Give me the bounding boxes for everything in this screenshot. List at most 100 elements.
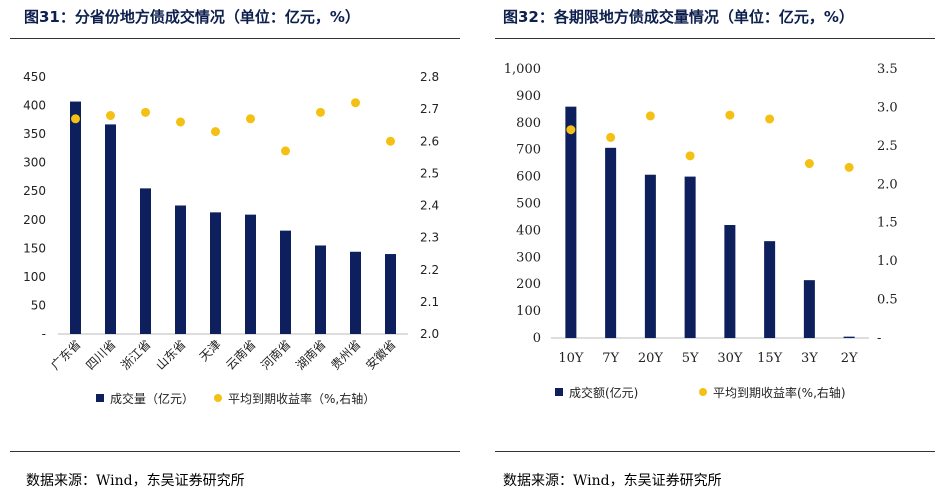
- x-category-label: 天津: [197, 337, 224, 364]
- figure-31-source: 数据来源：Wind，东吴证券研究所: [26, 473, 245, 489]
- bar-15Y: [764, 241, 776, 338]
- x-category-label: 山东省: [153, 337, 188, 372]
- x-category-label: 3Y: [801, 351, 818, 366]
- left-axis-tick-label: 200: [23, 213, 46, 227]
- left-axis-tick-label: 350: [23, 127, 46, 141]
- yield-point-7Y: [606, 132, 616, 142]
- right-axis-tick-label: 2.2: [420, 263, 439, 277]
- yield-point-20Y: [645, 111, 655, 121]
- yield-point-湖南省: [316, 107, 325, 117]
- right-axis-tick-label: 2.5: [420, 166, 439, 180]
- bar-安徽省: [385, 254, 396, 334]
- bar-2Y: [843, 336, 855, 338]
- figure-32-panel: 图32：各期限地方债成交量情况（单位：亿元，%） 0 100 200 300 400 50…: [495, 0, 939, 498]
- figure-32-bottom-rule: [495, 451, 935, 452]
- bar-10Y: [565, 106, 577, 338]
- bar-7Y: [605, 147, 617, 338]
- left-axis-tick-label: 500: [516, 197, 541, 212]
- legend-bar-swatch: [555, 388, 563, 396]
- right-axis-tick-label: 1.5: [877, 216, 898, 231]
- yield-point-河南省: [281, 146, 290, 156]
- right-axis-tick-label: 2.6: [420, 134, 439, 148]
- x-category-label: 浙江省: [118, 337, 153, 372]
- legend-bar-label: 成交额(亿元): [569, 385, 638, 400]
- bar-河南省: [280, 230, 291, 334]
- left-axis-tick-label: 450: [23, 70, 46, 84]
- left-axis-tick-label: 150: [23, 241, 46, 255]
- x-category-label: 20Y: [638, 351, 664, 366]
- right-axis-tick-label: 0.5: [877, 293, 898, 308]
- yield-point-3Y: [804, 159, 814, 169]
- x-category-label: 湖南省: [293, 337, 329, 373]
- figure-32-source: 数据来源：Wind，东吴证券研究所: [503, 473, 722, 489]
- left-axis-tick-label: 100: [23, 270, 46, 284]
- bar-3Y: [803, 280, 815, 338]
- x-category-label: 2Y: [841, 351, 858, 366]
- x-category-label: 5Y: [682, 351, 699, 366]
- left-axis-tick-label: 900: [516, 89, 541, 104]
- right-axis-tick-label: 2.1: [420, 295, 439, 309]
- figure-32-title: 图32：各期限地方债成交量情况（单位：亿元，%）: [503, 8, 854, 26]
- yield-point-安徽省: [386, 136, 395, 146]
- left-axis-tick-label: 0: [533, 331, 541, 346]
- legend-yield-label: 平均到期收益率（%,右轴）: [228, 391, 375, 406]
- x-category-label: 云南省: [223, 337, 259, 373]
- x-category-label: 河南省: [258, 337, 294, 373]
- figure-31-bottom-rule: [10, 451, 460, 452]
- bar-湖南省: [315, 245, 326, 334]
- figure-31-chart: - 50 100 150 200 250 300 350 400 450 2.0 2.1 2.2 2.3 2…: [23, 70, 439, 406]
- right-axis-tick-label: 1.0: [877, 254, 898, 269]
- yield-point-5Y: [685, 151, 695, 161]
- left-axis-tick-label: 100: [516, 304, 541, 319]
- x-category-label: 10Y: [558, 351, 584, 366]
- right-axis-tick-label: 3.0: [877, 100, 898, 115]
- x-category-label: 15Y: [757, 351, 783, 366]
- left-axis-tick-label: 400: [23, 99, 46, 113]
- bar-贵州省: [350, 251, 361, 334]
- bar-30Y: [724, 225, 736, 338]
- right-axis-tick-label: 2.8: [420, 70, 439, 84]
- bar-山东省: [175, 205, 186, 334]
- x-category-label: 30Y: [717, 351, 743, 366]
- left-axis-tick-label: 300: [23, 156, 46, 170]
- left-axis-tick-label: 400: [516, 223, 541, 238]
- bar-天津: [210, 212, 221, 334]
- x-category-label: 四川省: [83, 337, 118, 372]
- figure-32-top-rule: [495, 38, 935, 39]
- bar-20Y: [644, 174, 656, 338]
- x-category-label: 广东省: [48, 337, 83, 372]
- legend-yield-label: 平均到期收益率(%,右轴): [713, 385, 846, 400]
- figure-31-panel: 图31：分省份地方债成交情况（单位：亿元，%） - 50 100 150 200 250 3…: [10, 8, 460, 489]
- right-axis-tick-label: 2.0: [877, 177, 898, 192]
- legend-yield-swatch: [214, 394, 222, 402]
- yield-point-山东省: [176, 117, 185, 127]
- x-category-label: 7Y: [602, 351, 619, 366]
- legend-bar-label: 成交量（亿元）: [110, 391, 194, 406]
- legend-yield-swatch: [699, 388, 707, 396]
- figure-31-top-rule: [10, 38, 460, 39]
- right-axis-tick-label: -: [877, 331, 881, 346]
- x-category-label: 安徽省: [363, 337, 399, 373]
- x-category-label: 贵州省: [328, 337, 363, 372]
- bar-云南省: [245, 214, 256, 334]
- left-axis-tick-label: 600: [516, 170, 541, 185]
- right-axis-tick-label: 2.7: [420, 102, 439, 116]
- right-axis-tick-label: 2.0: [420, 327, 439, 341]
- left-axis-tick-label: 1,000: [504, 62, 541, 77]
- bar-5Y: [684, 176, 696, 338]
- yield-point-云南省: [246, 114, 255, 124]
- left-axis-tick-label: 300: [516, 250, 541, 265]
- left-axis-tick-label: 50: [31, 298, 46, 312]
- yield-point-浙江省: [141, 107, 150, 117]
- left-axis-tick-label: 700: [516, 143, 541, 158]
- yield-point-四川省: [106, 111, 115, 121]
- bar-四川省: [105, 124, 116, 334]
- right-axis-tick-label: 2.3: [420, 231, 439, 245]
- yield-point-30Y: [725, 110, 735, 120]
- yield-point-贵州省: [351, 98, 360, 108]
- left-axis-tick-label: 250: [23, 184, 46, 198]
- yield-point-2Y: [844, 162, 854, 172]
- left-axis-tick-label: 800: [516, 116, 541, 131]
- figure-31-title: 图31：分省份地方债成交情况（单位：亿元，%）: [24, 8, 360, 26]
- yield-point-天津: [211, 127, 220, 137]
